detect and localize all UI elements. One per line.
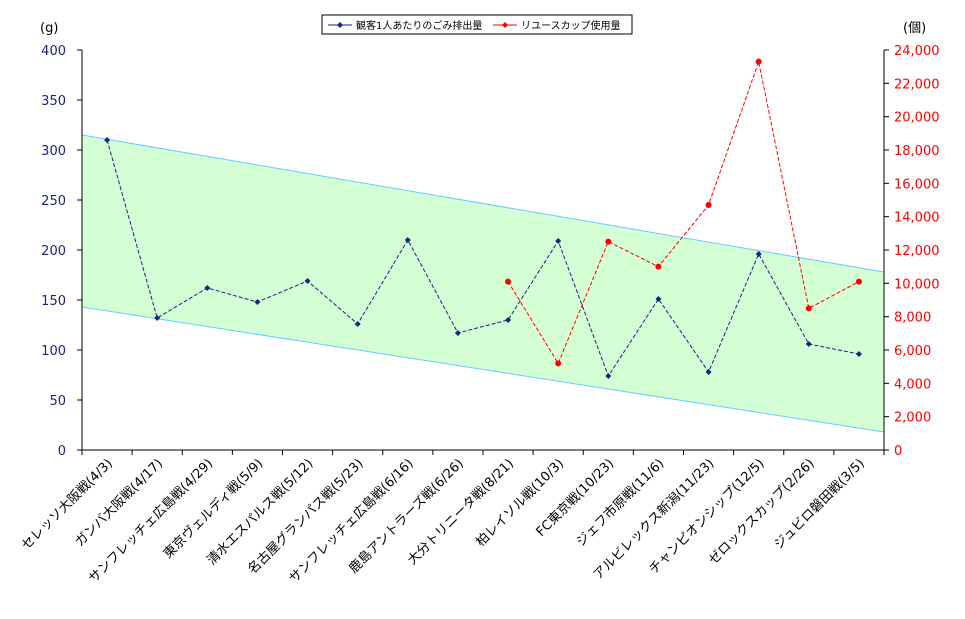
trend-band-upper-line bbox=[81, 134, 885, 273]
series-2-point bbox=[505, 278, 512, 285]
series-1-point bbox=[254, 299, 261, 305]
series-1-point bbox=[605, 373, 612, 379]
legend-box bbox=[321, 14, 633, 35]
series-1-point bbox=[505, 317, 512, 323]
y-left-tick-label: 350 bbox=[41, 94, 66, 109]
y-right-tick-label: 0 bbox=[894, 444, 902, 459]
series-lines bbox=[104, 58, 862, 379]
y-right-tick-label: 20,000 bbox=[894, 111, 940, 126]
series-2-point bbox=[705, 202, 712, 208]
y-right-unit: (個) bbox=[903, 21, 926, 36]
axes bbox=[77, 49, 889, 455]
y-right-tick-label: 4,000 bbox=[894, 377, 931, 392]
series-1-point bbox=[655, 296, 662, 302]
y-right-tick-label: 12,000 bbox=[894, 244, 940, 259]
y-right-tick-label: 24,000 bbox=[894, 44, 940, 59]
series-2-point bbox=[755, 58, 762, 65]
y-right-tick-label: 16,000 bbox=[894, 177, 940, 192]
y-left-tick-label: 100 bbox=[41, 344, 66, 359]
y-left-tick-label: 400 bbox=[41, 44, 66, 59]
y-right-tick-label: 18,000 bbox=[894, 144, 940, 159]
y-left-tick-label: 250 bbox=[41, 194, 66, 209]
y-right-tick-label: 10,000 bbox=[894, 277, 940, 292]
series-line-2 bbox=[507, 59, 860, 365]
series-1-point bbox=[404, 237, 411, 243]
series-1-point bbox=[104, 137, 111, 143]
series-1-point bbox=[154, 315, 161, 321]
series-1-point bbox=[555, 238, 562, 244]
y-left-tick-label: 50 bbox=[49, 394, 66, 409]
y-right-tick-label: 8,000 bbox=[894, 311, 931, 326]
series-2-point bbox=[605, 238, 612, 245]
x-category-label: セレッソ大阪戦(4/3) bbox=[19, 456, 116, 553]
legend-marker-series-2 bbox=[502, 22, 508, 28]
y-right-tick-label: 2,000 bbox=[894, 411, 931, 426]
series-line-1 bbox=[106, 139, 860, 378]
x-category-label: ジェフ市原戦(11/6) bbox=[573, 456, 667, 550]
series-2-point bbox=[655, 263, 662, 270]
x-category-label: ジュビロ磐田戦(3/5) bbox=[771, 456, 867, 552]
series-2-point bbox=[855, 278, 862, 285]
y-left-tick-label: 200 bbox=[41, 244, 66, 259]
trend-band bbox=[81, 134, 885, 433]
y-left-unit: (g) bbox=[40, 21, 58, 36]
x-category-label: ガンバ大阪戦(4/17) bbox=[72, 456, 166, 550]
series-1-point bbox=[304, 278, 311, 284]
series-1-point bbox=[805, 341, 812, 347]
y-left-tick-label: 150 bbox=[41, 294, 66, 309]
series-2-point bbox=[555, 360, 562, 367]
legend-label-series-1: 観客1人あたりのごみ排出量 bbox=[356, 19, 482, 32]
legend-marker-series-1 bbox=[337, 22, 343, 28]
series-1-point bbox=[755, 251, 762, 257]
series-1-point bbox=[855, 351, 862, 357]
y-left-tick-label: 300 bbox=[41, 144, 66, 159]
legend-label-series-2: リユースカップ使用量 bbox=[521, 19, 621, 32]
legend: 観客1人あたりのごみ排出量 リユースカップ使用量 bbox=[321, 14, 633, 35]
series-2-point bbox=[805, 305, 812, 312]
x-category-label: 東京ヴェルディ戦(5/9) bbox=[160, 456, 266, 562]
y-left-tick-label: 0 bbox=[58, 444, 66, 459]
y-right-tick-label: 14,000 bbox=[894, 211, 940, 226]
y-right-tick-label: 22,000 bbox=[894, 77, 940, 92]
series-1-point bbox=[705, 369, 712, 375]
series-1-point bbox=[354, 321, 361, 327]
trend-band-fill bbox=[82, 135, 884, 432]
series-1-point bbox=[204, 285, 211, 291]
trend-band-lower-line bbox=[81, 306, 885, 433]
x-category-label: 柏レイソル戦(10/3) bbox=[473, 456, 567, 550]
y-right-tick-label: 6,000 bbox=[894, 344, 931, 359]
series-1-point bbox=[454, 330, 461, 336]
